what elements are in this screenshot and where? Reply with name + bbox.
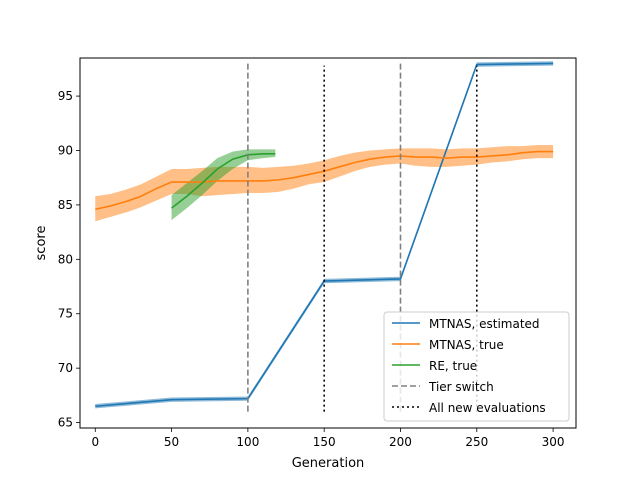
legend-frame — [383, 311, 570, 422]
y-tick-label: 90 — [58, 144, 73, 158]
y-tick-label: 85 — [58, 198, 73, 212]
confidence-bands — [95, 61, 554, 409]
re-true-band — [171, 149, 276, 221]
mtnas-estimated-line — [95, 62, 554, 408]
re-true-line — [171, 152, 276, 209]
x-tick-label: 150 — [313, 435, 336, 449]
x-tick-label: 250 — [465, 435, 488, 449]
plot-area-frame — [79, 57, 577, 429]
x-tick-label: 50 — [164, 435, 179, 449]
x-tick-label: 0 — [91, 435, 99, 449]
x-tick-label: 100 — [236, 435, 259, 449]
y-axis-ticks: 65 70 75 80 85 90 95 — [58, 89, 80, 430]
y-tick-label: 70 — [58, 361, 73, 375]
y-tick-label: 80 — [58, 252, 73, 266]
legend-label-re-true: RE, true — [429, 359, 477, 373]
x-tick-label: 300 — [542, 435, 565, 449]
x-axis-ticks: 0 50 100 150 200 250 300 — [91, 428, 565, 449]
legend-label-all-new-evaluations: All new evaluations — [429, 401, 546, 415]
axes — [79, 57, 577, 429]
y-tick-label: 75 — [58, 307, 73, 321]
x-tick-label: 200 — [389, 435, 412, 449]
mtnas-true-band — [95, 145, 554, 222]
y-tick-label: 65 — [58, 416, 73, 430]
y-tick-label: 95 — [58, 89, 73, 103]
legend-label-mtnas-estimated: MTNAS, estimated — [429, 317, 540, 331]
y-axis-label: score — [34, 226, 49, 261]
x-axis-label: Generation — [292, 456, 365, 471]
legend: MTNAS, estimated MTNAS, true RE, true Tier … — [383, 311, 570, 422]
legend-label-tier-switch: Tier switch — [428, 380, 494, 394]
legend-label-mtnas-true: MTNAS, true — [429, 338, 504, 352]
